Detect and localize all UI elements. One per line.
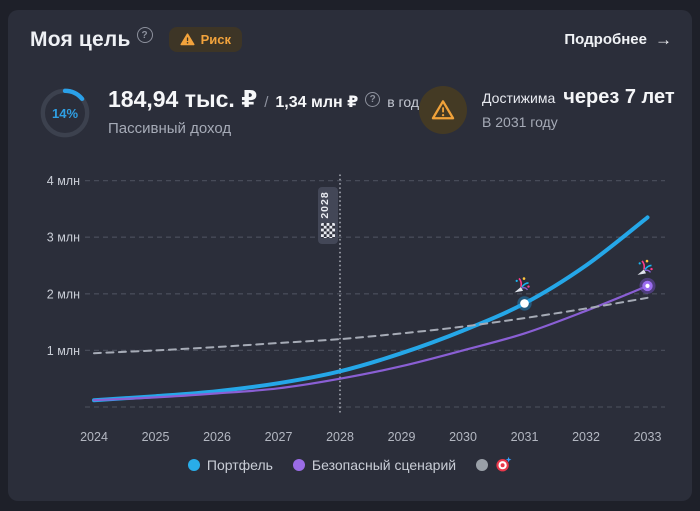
y-tick-label: 1 млн xyxy=(47,344,80,358)
y-tick-label: 3 млн xyxy=(47,231,80,245)
forecast-highlight: через 7 лет xyxy=(563,86,675,108)
income-block: 184,94 тыс. ₽ / 1,34 млн ₽ ? в год Пасси… xyxy=(108,86,419,137)
legend-item-portfolio[interactable]: Портфель xyxy=(187,456,273,473)
legend-item-goal[interactable] xyxy=(476,456,512,473)
forecast-prefix: Достижима xyxy=(482,90,556,106)
series-layer xyxy=(92,215,650,403)
chart-canvas[interactable]: 2028 4 млн 3 млн 2 млн 1 млн 2024 2025 2026 202… xyxy=(8,160,692,460)
x-tick-label: 2026 xyxy=(203,430,231,444)
income-separator: / xyxy=(264,94,269,111)
progress-ring: 14% xyxy=(38,86,92,140)
x-tick-label: 2024 xyxy=(80,430,108,444)
income-target: 1,34 млн ₽ xyxy=(275,94,359,111)
x-tick-label: 2031 xyxy=(511,430,539,444)
x-tick-label: 2028 xyxy=(326,430,354,444)
risk-badge[interactable]: Риск xyxy=(168,27,242,52)
income-period: в год xyxy=(387,94,420,110)
details-link[interactable]: Подробнее → xyxy=(564,30,672,50)
details-link-label: Подробнее xyxy=(564,31,647,48)
forecast-year: В 2031 году xyxy=(482,114,558,130)
x-tick-label: 2025 xyxy=(142,430,170,444)
grid-layer xyxy=(85,179,665,408)
income-current: 184,94 тыс. ₽ xyxy=(108,86,258,112)
header: Моя цель ? Риск Подробнее → xyxy=(30,27,672,52)
x-tick-label: 2033 xyxy=(634,430,662,444)
legend-dot-safe-scenario xyxy=(292,458,305,471)
goal-reached-markers[interactable] xyxy=(513,258,656,311)
risk-badge-label: Риск xyxy=(200,32,231,47)
legend-dot-goal xyxy=(476,458,489,471)
checkered-flag-icon xyxy=(321,223,335,238)
axis-labels: 4 млн 3 млн 2 млн 1 млн 2024 2025 2026 2027 2028… xyxy=(47,174,662,444)
legend-label-portfolio: Портфель xyxy=(206,456,273,473)
x-tick-label: 2029 xyxy=(388,430,416,444)
goal-line xyxy=(93,296,649,355)
progress-percent: 14% xyxy=(51,105,79,121)
x-tick-label: 2032 xyxy=(572,430,600,444)
y-tick-label: 4 млн xyxy=(47,174,80,188)
target-icon xyxy=(496,456,512,472)
warning-triangle-icon xyxy=(180,33,195,46)
x-tick-label: 2027 xyxy=(265,430,293,444)
legend-dot-portfolio xyxy=(187,458,200,471)
confetti-icon xyxy=(513,276,531,294)
forecast-block: Достижима через 7 лет В 2031 году xyxy=(419,86,675,134)
forecast-warning-icon xyxy=(419,86,468,134)
safe-scenario-line xyxy=(92,284,649,402)
goal-card: Моя цель ? Риск Подробнее → xyxy=(8,10,692,501)
stats-row: 14% 184,94 тыс. ₽ / 1,34 млн ₽ ? в год П… xyxy=(38,86,675,140)
chart-legend: Портфель Безопасный сценарий xyxy=(8,456,692,473)
help-icon[interactable]: ? xyxy=(136,27,153,43)
confetti-icon xyxy=(636,258,654,276)
goal-reached-dot-center xyxy=(645,283,650,288)
milestone-badge-label: 2028 xyxy=(319,191,331,218)
income-help-icon[interactable]: ? xyxy=(365,92,381,107)
goal-reached-dot-2031[interactable] xyxy=(520,299,529,308)
x-tick-label: 2030 xyxy=(449,430,477,444)
legend-label-safe-scenario: Безопасный сценарий xyxy=(311,456,457,473)
portfolio-line xyxy=(92,215,650,403)
legend-item-safe-scenario[interactable]: Безопасный сценарий xyxy=(292,456,457,473)
arrow-right-icon: → xyxy=(655,29,672,49)
page-title: Моя цель xyxy=(30,27,131,51)
income-caption: Пассивный доход xyxy=(108,120,232,137)
y-tick-label: 2 млн xyxy=(47,287,80,301)
progress-ring-svg xyxy=(40,88,90,138)
